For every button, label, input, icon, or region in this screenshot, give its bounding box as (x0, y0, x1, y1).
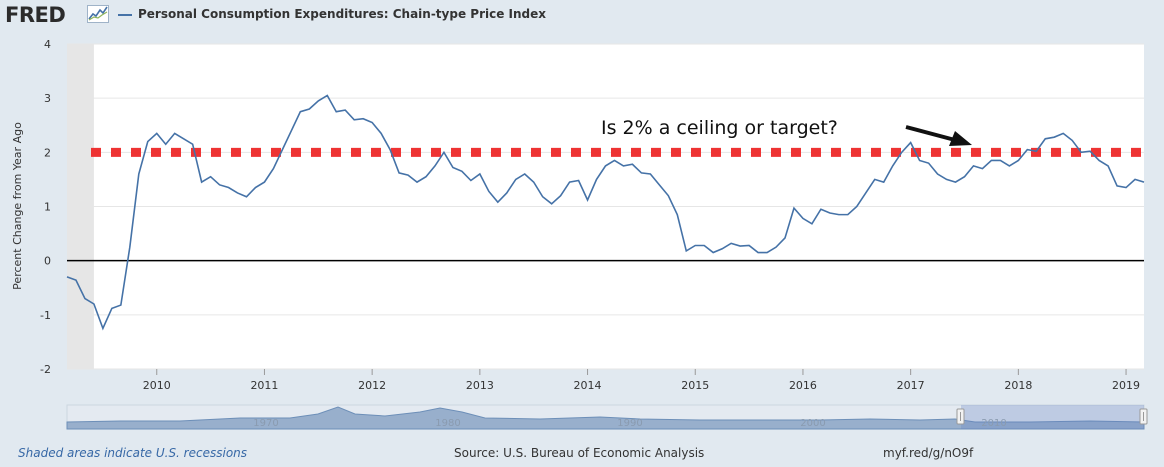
y-axis-ticks: 4 3 2 1 0 -1 -2 (40, 38, 51, 376)
y-tick-label: 4 (44, 38, 51, 51)
x-tick-label: 2012 (358, 379, 386, 392)
navigator-tick-label: 1980 (435, 418, 460, 429)
legend-series-title[interactable]: Personal Consumption Expenditures: Chain… (138, 7, 547, 21)
y-tick-label: 0 (44, 255, 51, 268)
navigator-tick-label: 2000 (800, 418, 825, 429)
short-url[interactable]: myf.red/g/nO9f (883, 446, 974, 460)
y-axis-label: Percent Change from Year Ago (11, 122, 24, 290)
x-tick-label: 2013 (466, 379, 494, 392)
y-tick-label: -2 (40, 363, 51, 376)
chart-header: FRED Personal Consumption Expenditures: … (0, 0, 1164, 30)
fred-logo[interactable]: FRED (5, 3, 66, 27)
navigator-ticks: 1970 1980 1990 2000 2010 (253, 418, 1006, 429)
recession-note[interactable]: Shaded areas indicate U.S. recessions (18, 446, 248, 460)
legend-series-line (118, 14, 132, 16)
x-tick-label: 2016 (789, 379, 817, 392)
x-tick-label: 2019 (1112, 379, 1140, 392)
navigator-area (66, 406, 1145, 430)
x-tick-label: 2014 (574, 379, 602, 392)
y-tick-label: 1 (44, 201, 51, 214)
x-axis-ticks: 2010 2011 2012 2013 2014 2015 2016 2017 2018 2019 (143, 369, 1140, 392)
source-note: Source: U.S. Bureau of Economic Analysis (454, 446, 705, 460)
x-tick-label: 2011 (250, 379, 278, 392)
annotation-text: Is 2% a ceiling or target? (601, 117, 838, 139)
y-tick-label: 2 (44, 146, 51, 159)
series-line-pce[interactable] (66, 94, 1145, 331)
annotation-arrow (905, 125, 972, 146)
navigator-tick-label: 1990 (617, 418, 642, 429)
y-tick-label: -1 (40, 309, 51, 322)
fred-chart-icon (87, 5, 109, 23)
navigator-tick-label: 2010 (981, 418, 1006, 429)
navigator-selection[interactable] (961, 405, 1144, 429)
y-tick-label: 3 (44, 92, 51, 105)
navigator[interactable]: 1970 1980 1990 2000 2010 (66, 404, 1148, 430)
x-tick-label: 2017 (897, 379, 925, 392)
x-tick-label: 2018 (1004, 379, 1032, 392)
x-tick-label: 2010 (143, 379, 171, 392)
x-tick-label: 2015 (681, 379, 709, 392)
navigator-tick-label: 1970 (253, 418, 278, 429)
